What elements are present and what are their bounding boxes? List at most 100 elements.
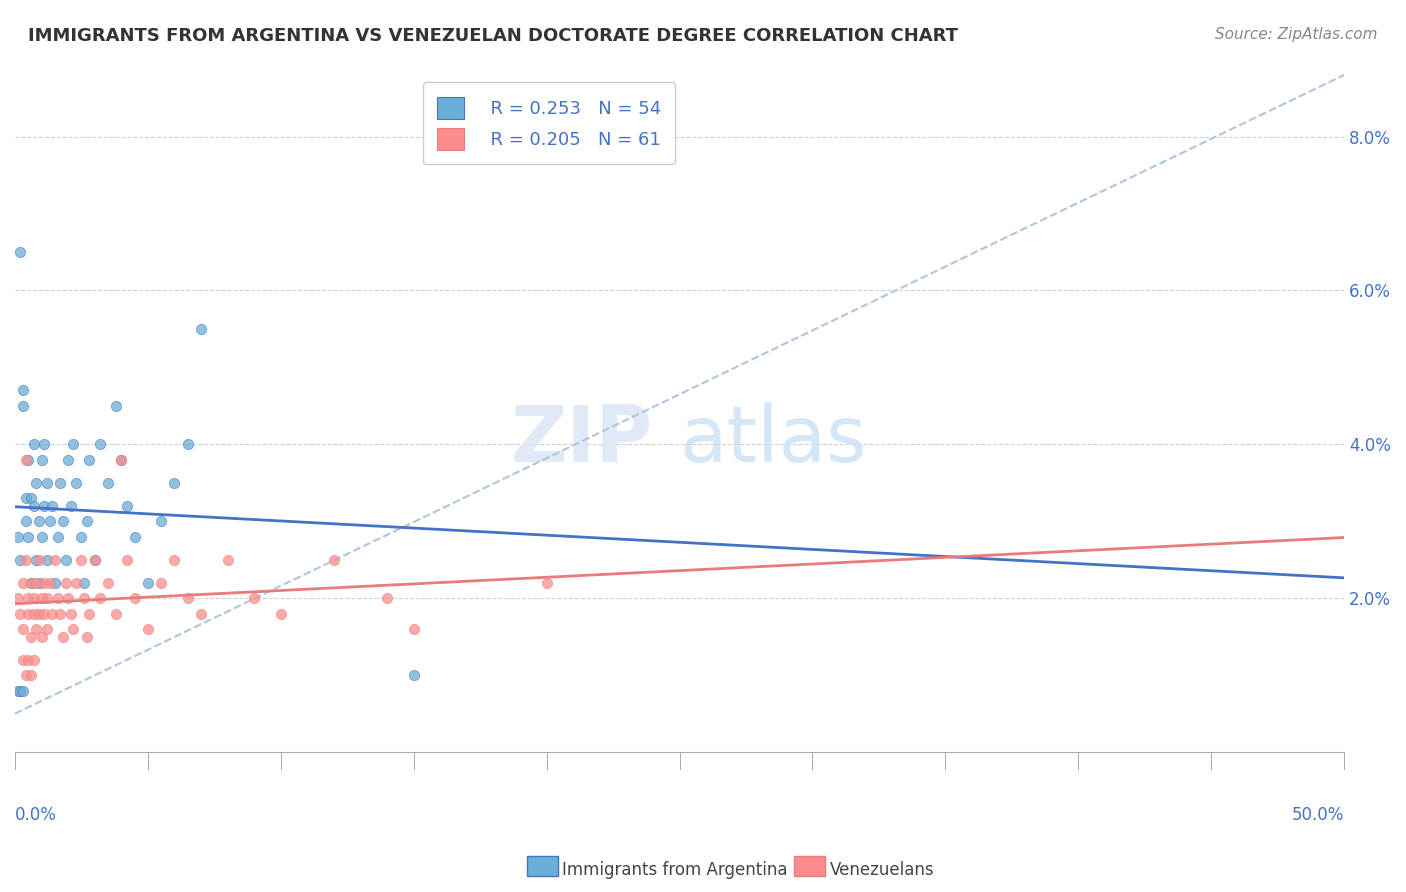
Point: [20, 491, 42, 505]
Point: [52, 630, 75, 644]
Point: [14, 514, 37, 528]
Point: [8, 552, 31, 566]
Point: [323, 552, 346, 566]
Point: [17, 452, 39, 467]
Point: [7, 591, 30, 606]
Point: [35, 622, 58, 636]
Point: [28, 514, 51, 528]
Point: [11, 575, 34, 590]
Point: [20, 575, 42, 590]
Point: [105, 607, 128, 621]
Point: [536, 575, 558, 590]
Point: [59, 607, 82, 621]
Point: [20, 575, 42, 590]
Point: [8, 683, 31, 698]
Point: [62, 437, 84, 451]
Point: [402, 622, 425, 636]
Point: [177, 437, 200, 451]
Point: [79, 452, 101, 467]
Point: [49, 475, 72, 490]
Point: [28, 575, 51, 590]
Point: [8, 607, 31, 621]
Point: [79, 607, 101, 621]
Point: [22, 437, 45, 451]
Point: [31, 452, 53, 467]
Point: [89, 437, 111, 451]
Point: [56, 452, 79, 467]
Point: [56, 591, 79, 606]
Point: [25, 552, 48, 566]
Point: [38, 514, 60, 528]
Point: [55, 552, 77, 566]
Point: [25, 575, 48, 590]
Point: [375, 591, 398, 606]
Point: [8, 244, 31, 259]
Point: [163, 552, 186, 566]
Point: [35, 475, 58, 490]
Point: [22, 591, 45, 606]
Point: [110, 452, 132, 467]
Point: [41, 607, 63, 621]
Point: [59, 499, 82, 513]
Point: [11, 653, 34, 667]
Point: [97, 475, 120, 490]
Point: [44, 552, 66, 566]
Point: [190, 322, 212, 336]
Point: [49, 607, 72, 621]
Point: [11, 399, 34, 413]
Text: IMMIGRANTS FROM ARGENTINA VS VENEZUELAN DOCTORATE DEGREE CORRELATION CHART: IMMIGRANTS FROM ARGENTINA VS VENEZUELAN …: [28, 27, 957, 45]
Text: atlas: atlas: [679, 402, 868, 478]
Point: [14, 668, 37, 682]
Point: [25, 622, 48, 636]
Point: [20, 668, 42, 682]
Point: [14, 452, 37, 467]
Point: [46, 530, 69, 544]
Point: [65, 575, 87, 590]
Point: [25, 475, 48, 490]
Point: [28, 607, 51, 621]
Text: 50.0%: 50.0%: [1292, 805, 1344, 824]
Point: [7, 530, 30, 544]
Point: [14, 552, 37, 566]
Point: [52, 514, 75, 528]
Point: [32, 607, 55, 621]
Point: [105, 399, 128, 413]
Point: [11, 384, 34, 398]
Point: [83, 552, 105, 566]
Point: [17, 607, 39, 621]
Point: [11, 622, 34, 636]
Point: [38, 575, 60, 590]
Point: [136, 622, 159, 636]
Point: [35, 552, 58, 566]
Point: [402, 668, 425, 682]
Text: ZIP: ZIP: [510, 402, 652, 478]
Point: [31, 630, 53, 644]
Point: [7, 683, 30, 698]
Point: [65, 475, 87, 490]
Point: [97, 575, 120, 590]
Point: [243, 591, 266, 606]
Point: [124, 530, 146, 544]
Point: [46, 591, 69, 606]
Point: [70, 530, 93, 544]
Point: [14, 491, 37, 505]
Point: [31, 591, 53, 606]
Point: [44, 575, 66, 590]
Point: [76, 514, 98, 528]
Point: [177, 591, 200, 606]
Text: Source: ZipAtlas.com: Source: ZipAtlas.com: [1215, 27, 1378, 42]
Point: [20, 630, 42, 644]
Point: [76, 630, 98, 644]
Point: [28, 552, 51, 566]
Point: [190, 607, 212, 621]
Point: [70, 552, 93, 566]
Point: [124, 591, 146, 606]
Point: [150, 514, 173, 528]
Point: [115, 499, 138, 513]
Point: [17, 653, 39, 667]
Text: 0.0%: 0.0%: [15, 805, 56, 824]
Point: [136, 575, 159, 590]
Point: [83, 552, 105, 566]
Point: [22, 607, 45, 621]
Text: Immigrants from Argentina: Immigrants from Argentina: [562, 861, 787, 879]
